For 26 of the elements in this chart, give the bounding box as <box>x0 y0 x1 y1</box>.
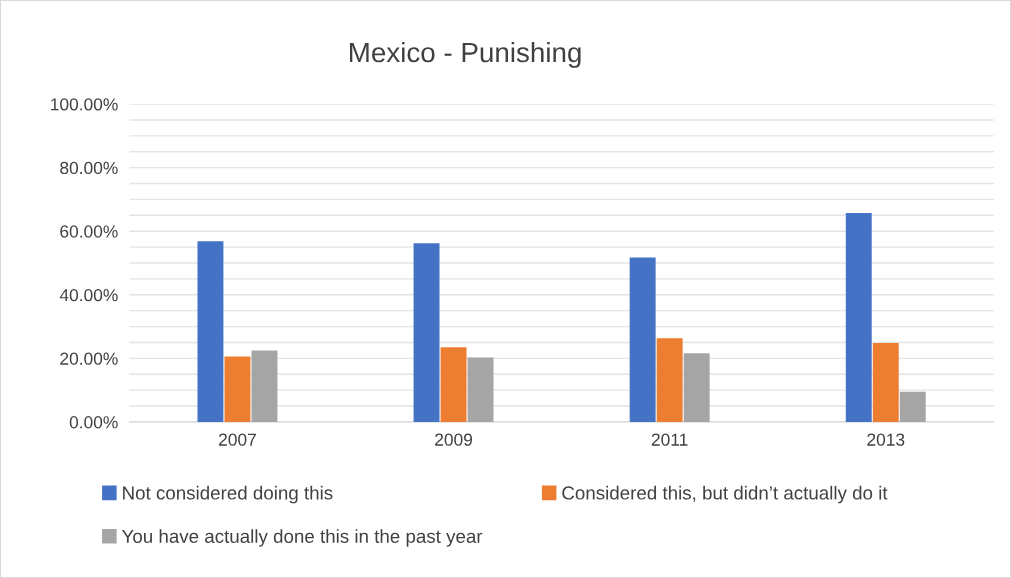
bar <box>872 343 899 422</box>
legend-label: You have actually done this in the past year <box>121 529 483 547</box>
bar <box>197 241 224 422</box>
bar <box>899 391 926 422</box>
bar <box>440 347 467 422</box>
bar <box>683 353 710 422</box>
bar <box>629 257 656 422</box>
x-tick-label: 2007 <box>219 433 256 446</box>
y-tick-label: 40.00% <box>59 288 118 302</box>
chart-title: Mexico - Punishing <box>350 41 581 68</box>
bar <box>224 356 251 422</box>
y-tick-label: 0.00% <box>69 416 118 429</box>
x-tick-label: 2009 <box>435 433 473 446</box>
bar <box>413 243 440 422</box>
bar <box>845 213 872 422</box>
y-tick-label: 20.00% <box>60 352 118 365</box>
y-tick-label: 100.00% <box>51 98 118 111</box>
bar <box>467 357 494 422</box>
bar <box>251 350 278 422</box>
x-tick-label: 2011 <box>651 433 688 446</box>
y-tick-label: 60.00% <box>60 225 118 238</box>
bar <box>656 338 683 422</box>
y-tick-label: 80.00% <box>60 161 118 175</box>
x-tick-label: 2013 <box>867 433 905 446</box>
legend-label: Considered this, but didn’t actually do it <box>562 485 888 504</box>
legend-label: Not considered doing this <box>123 485 333 504</box>
